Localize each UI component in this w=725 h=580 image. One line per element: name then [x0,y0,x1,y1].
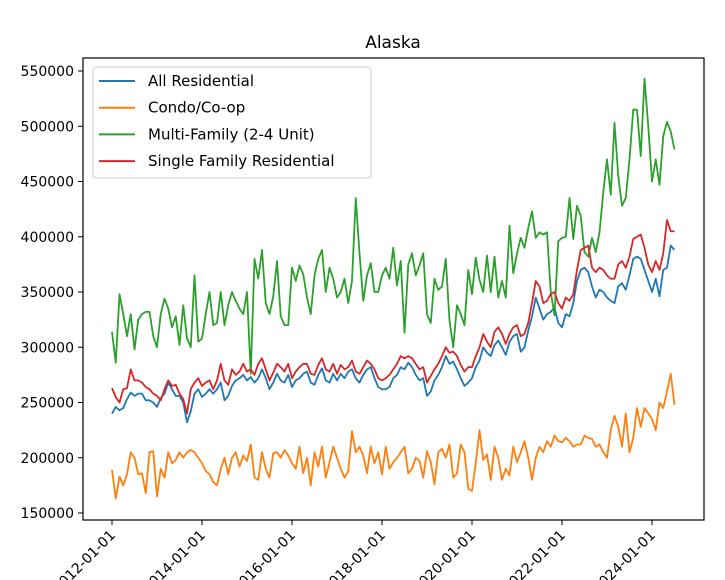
series-line-single-family-residential [111,219,675,415]
y-tick-label: 450000 [21,175,74,191]
y-tick-label: 350000 [21,285,74,301]
y-tick-label: 550000 [21,64,74,80]
y-tick-label: 400000 [21,230,74,246]
legend-label: Multi-Family (2-4 Unit) [148,125,315,143]
series-line-condo-co-op [111,372,676,500]
legend: All Residential Condo/Co-op Multi-Family (… [92,66,372,179]
axes-frame [82,57,705,521]
series-line-multi-family-2-4-unit [111,77,676,375]
y-tick-label: 150000 [21,506,74,522]
y-tick-label: 250000 [21,396,74,412]
chart-title: Alaska [365,33,421,53]
y-tick-label: 300000 [21,340,74,356]
series-layer [111,77,676,500]
legend-label: Condo/Co-op [148,99,245,117]
y-tick-label: 500000 [21,119,74,135]
legend-label: Single Family Residential [148,152,335,170]
y-axis: 150000 200000 250000 300000 350000 400000 4500… [21,64,83,522]
legend-frame [92,66,372,179]
y-tick-label: 200000 [21,451,74,467]
legend-label: All Residential [148,72,254,90]
series-line-all-residential [111,244,676,424]
